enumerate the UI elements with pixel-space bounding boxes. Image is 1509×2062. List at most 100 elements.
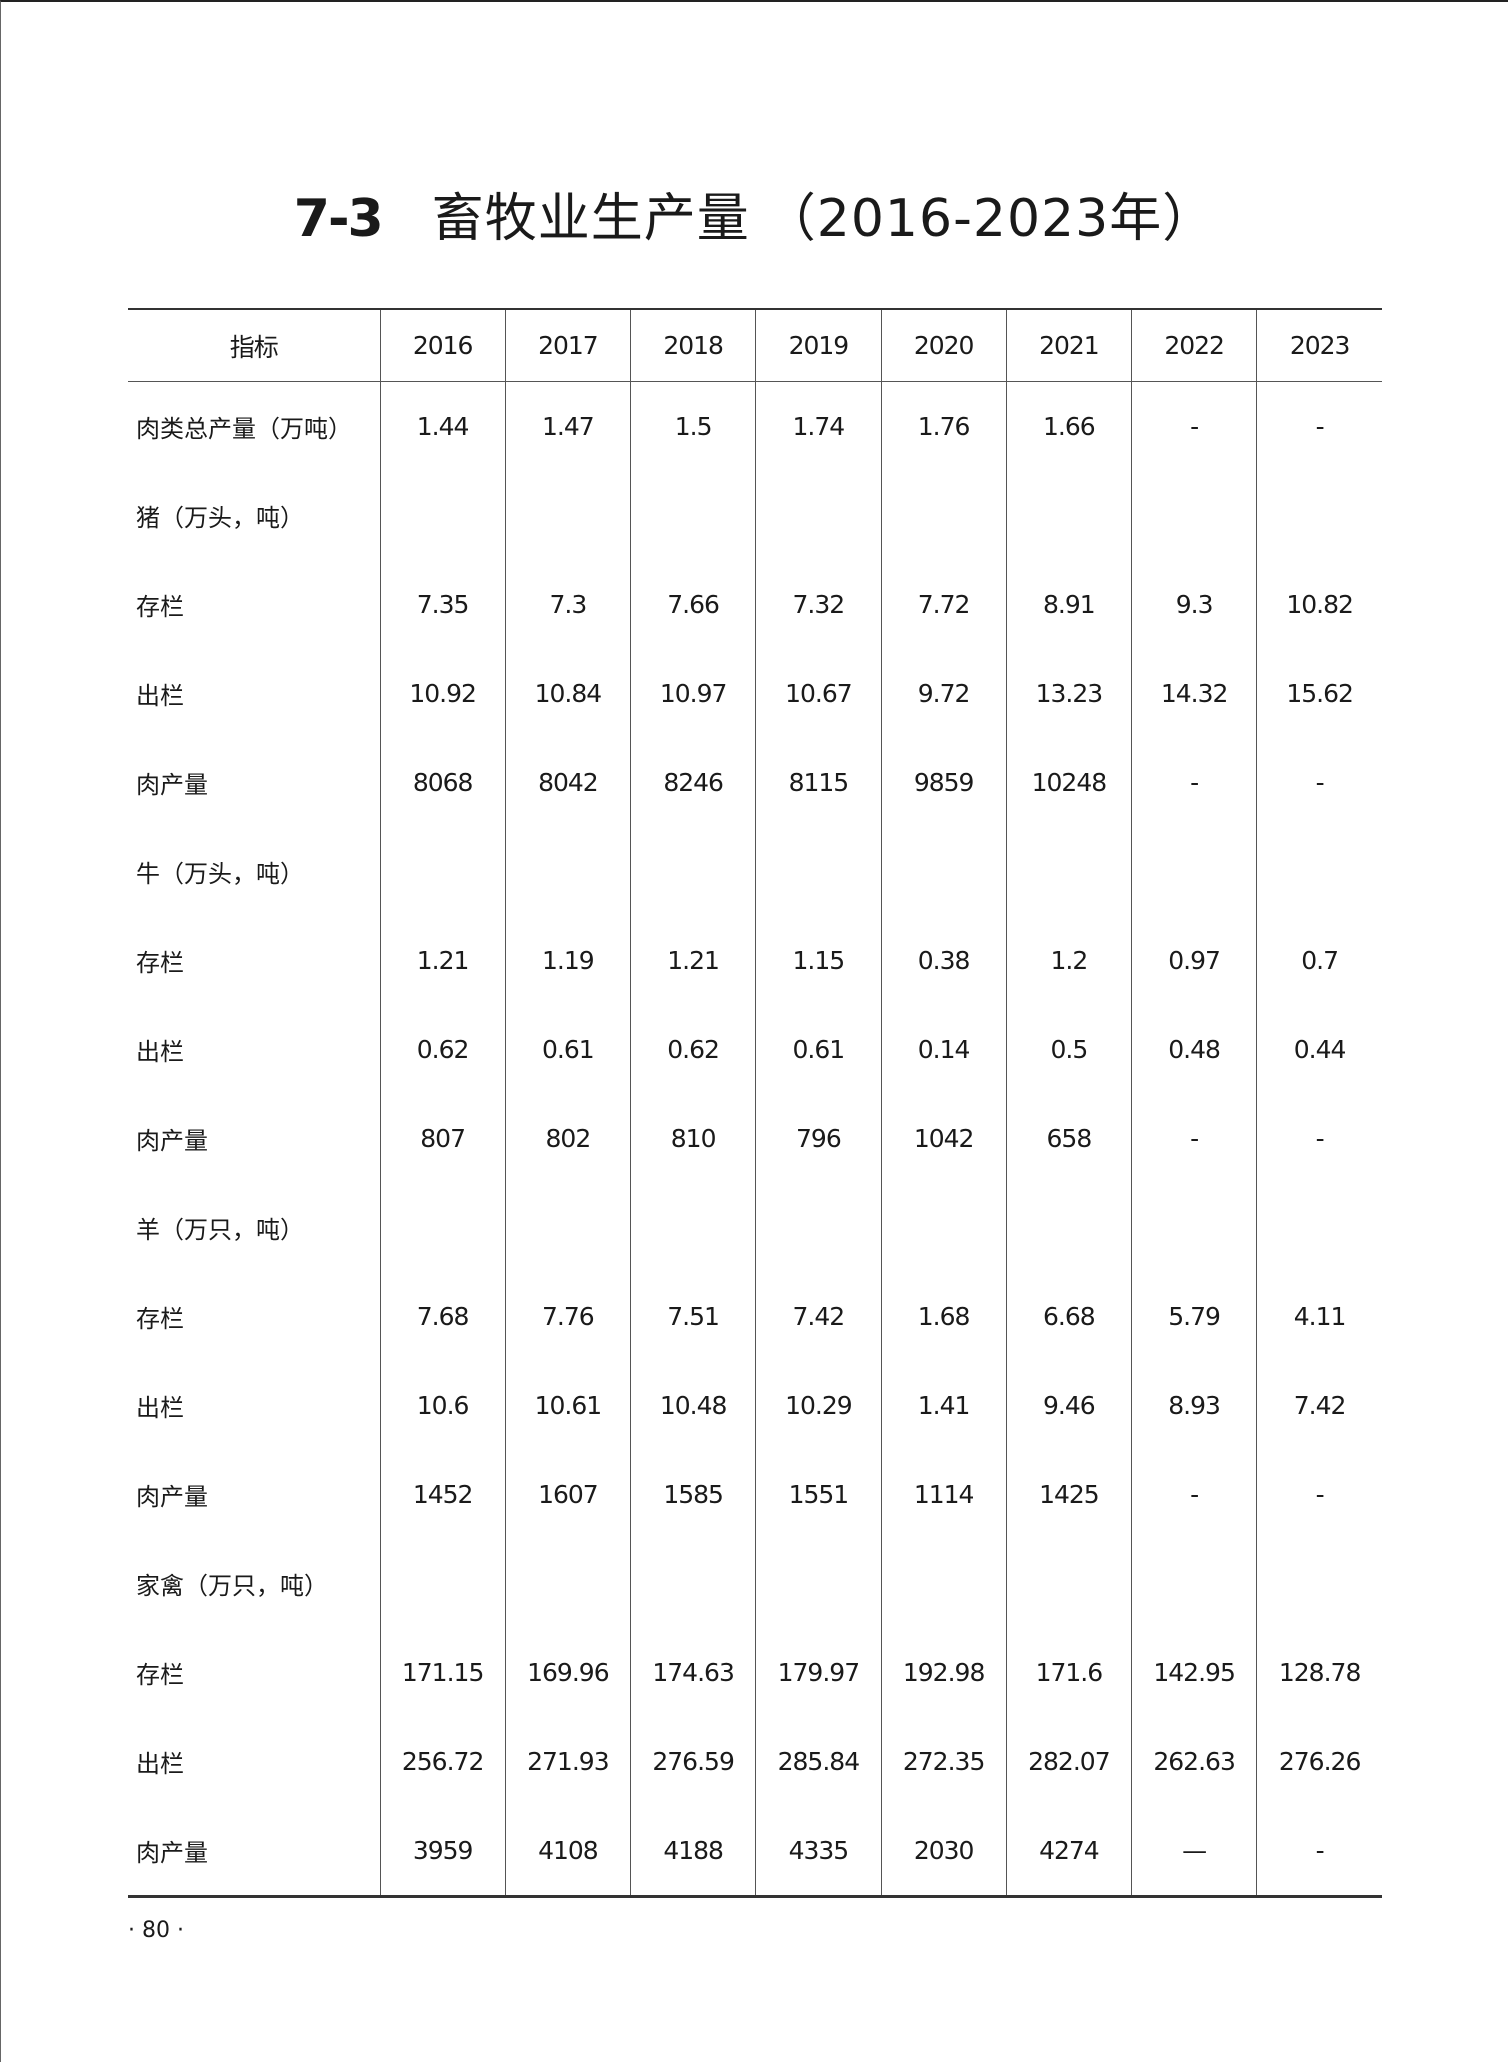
table-row: 存栏 1.21 1.19 1.21 1.15 0.38 1.2 0.97 0.7 [128,916,1382,1005]
table-cell [1005,1183,1132,1272]
table-cell: 7.32 [755,560,881,649]
row-label: 存栏 [136,1305,184,1333]
table-cell: 1.2 [1005,916,1132,1005]
table-cell: 9.72 [880,649,1007,738]
table-cell: 658 [1005,1094,1132,1183]
table-cell: 0.38 [880,916,1007,1005]
table-cell: 1.44 [379,381,506,471]
row-label: 出栏 [136,682,184,710]
table-row: 出栏 10.92 10.84 10.97 10.67 9.72 13.23 14.32 15.6… [128,649,1382,738]
title-range: （2016-2023年） [763,189,1216,249]
table-row: 肉产量 8068 8042 8246 8115 9859 10248- - [128,738,1382,827]
table-cell: 282.07 [1005,1717,1132,1806]
table-cell [1256,827,1382,916]
table-cell: 3959 [379,1806,506,1897]
table-cell: 174.63 [629,1628,756,1717]
column-header-year: 2016 [379,309,506,382]
table-cell: 4.11 [1256,1272,1382,1361]
column-header-year: 2022 [1130,309,1257,382]
table-cell: 7.35 [379,560,506,649]
table-cell [1130,827,1257,916]
table-cell [755,471,881,560]
table-row: 出栏 256.72 271.93 276.59 285.84 272.35 282.07 26… [128,1717,1382,1806]
row-label: 肉类总产量（万吨） [136,415,352,443]
row-label: 肉产量 [136,771,208,799]
table-cell: - [1256,381,1382,471]
table-cell: 271.93 [504,1717,631,1806]
table-cell: 1.74 [755,381,881,471]
table-cell: 128.78 [1256,1628,1382,1717]
table-cell: 10.92 [379,649,506,738]
table-cell: 7.68 [379,1272,506,1361]
table-cell: 1114 [880,1450,1007,1539]
row-label: 出栏 [136,1038,184,1066]
table-cell: 1551 [755,1450,881,1539]
table-cell: 1452 [379,1450,506,1539]
table-cell [1130,471,1257,560]
table-cell [629,1183,756,1272]
table-cell: 1.41 [880,1361,1007,1450]
table-cell: 10.84 [504,649,631,738]
column-header-year: 2019 [755,309,881,382]
table-cell: 10.97 [629,649,756,738]
table-cell: 0.97 [1130,916,1257,1005]
table-cell: 6.68 [1005,1272,1132,1361]
table-cell [504,471,631,560]
table-cell [880,1539,1007,1628]
row-label: 羊（万只，吨） [136,1216,304,1244]
table-cell [629,827,756,916]
table-cell: 9859 [880,738,1007,827]
table-cell: 10.61 [504,1361,631,1450]
row-label: 猪（万头，吨） [136,504,304,532]
table-cell: 10248 [1005,738,1132,827]
table-cell: 0.14 [880,1005,1007,1094]
table-row: 存栏 7.68 7.76 7.51 7.42 1.68 6.68 5.79 4.11 [128,1272,1382,1361]
table-cell [755,827,881,916]
table-cell: 0.5 [1005,1005,1132,1094]
table-row: 存栏 7.35 7.3 7.66 7.32 7.72 8.91 9.3 10.82 [128,560,1382,649]
row-label: 存栏 [136,1661,184,1689]
table-cell: 0.7 [1256,916,1382,1005]
table-cell: 10.6 [379,1361,506,1450]
table-cell: 15.62 [1256,649,1382,738]
table-cell: 9.3 [1130,560,1257,649]
table-cell: 1.21 [379,916,506,1005]
table-cell: 262.63 [1130,1717,1257,1806]
table-row: 出栏 10.6 10.61 10.48 10.29 1.41 9.46 8.93 7.42 [128,1361,1382,1450]
table-row: 肉产量 1452 1607 1585 1551 1114 1425- - [128,1450,1382,1539]
row-label: 存栏 [136,949,184,977]
table-cell [1256,471,1382,560]
row-label: 肉产量 [136,1483,208,1511]
table-cell: 796 [755,1094,881,1183]
table-cell: 179.97 [755,1628,881,1717]
table-cell [880,1183,1007,1272]
table-cell: - [1130,1094,1257,1183]
table-cell: 8115 [755,738,881,827]
table-cell: 802 [504,1094,631,1183]
table-cell: 810 [629,1094,756,1183]
table-cell: 1.5 [629,381,756,471]
table-cell: 1585 [629,1450,756,1539]
header-row: 指标 2016 2017 2018 2019 2020 2021 2022 2023 [128,309,1382,382]
table-cell [629,471,756,560]
table-row: 牛（万头，吨） [128,827,1382,916]
table-cell: 13.23 [1005,649,1132,738]
table-cell: 1.66 [1005,381,1132,471]
table-cell: 0.61 [504,1005,631,1094]
table-cell [1005,1539,1132,1628]
table-row: 猪（万头，吨） [128,471,1382,560]
table-cell: 169.96 [504,1628,631,1717]
column-header-indicator: 指标 [128,309,380,382]
table-cell: 285.84 [755,1717,881,1806]
table-cell: - [1256,1450,1382,1539]
table-cell [1130,1183,1257,1272]
table-cell: 8042 [504,738,631,827]
page-number: · 80 · [128,1918,184,1943]
table-cell: 7.3 [504,560,631,649]
table-cell: 5.79 [1130,1272,1257,1361]
table-cell [755,1539,881,1628]
table-cell: 7.72 [880,560,1007,649]
table-cell: 10.48 [629,1361,756,1450]
table-cell: 142.95 [1130,1628,1257,1717]
